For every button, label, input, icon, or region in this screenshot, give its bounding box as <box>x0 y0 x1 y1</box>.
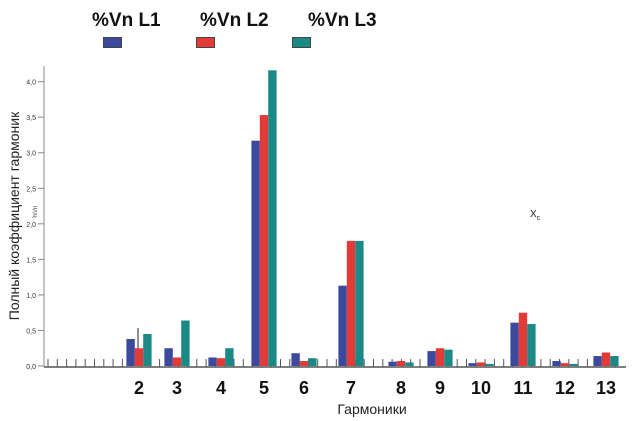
x-tick-label-5: 5 <box>259 378 269 398</box>
y-tick-label: 0,5 <box>26 328 36 335</box>
bar-l1-h5 <box>251 140 260 366</box>
legend-swatch-l1 <box>103 37 122 48</box>
legend-l2: %Vn L2 <box>200 10 269 31</box>
x-tick-label-7: 7 <box>346 378 356 398</box>
bar-l2-h2 <box>134 348 144 366</box>
bar-l2-h10 <box>476 362 486 366</box>
legend-l3: %Vn L3 <box>308 10 377 31</box>
bar-l1-h10 <box>468 363 477 366</box>
bar-l1-h11 <box>510 322 519 366</box>
bar-l1-h9 <box>427 351 436 366</box>
legend-swatch-l2 <box>196 37 215 48</box>
bar-l1-h13 <box>593 356 602 366</box>
x-tick-label-2: 2 <box>134 378 144 398</box>
bar-l2-h9 <box>435 348 445 366</box>
legend-swatch-l3 <box>292 37 311 48</box>
bar-l1-h7 <box>338 285 347 366</box>
y-tick-label: 4,0 <box>26 80 36 87</box>
bar-l1-h6 <box>291 353 300 366</box>
bar-l3-h3 <box>181 320 190 366</box>
bar-l3-h2 <box>143 334 152 366</box>
y-tick-label: 1,5 <box>26 257 36 264</box>
bar-l2-h6 <box>299 361 309 366</box>
bar-l1-h8 <box>388 361 397 366</box>
y-tick-label: 3,0 <box>26 151 36 158</box>
bar-l3-h11 <box>527 324 536 366</box>
bar-l2-h11 <box>518 312 528 366</box>
y-tick-label: 3,5 <box>26 115 36 122</box>
annotation-xc: Xc <box>530 209 541 222</box>
bar-l3-h5 <box>268 70 277 366</box>
y-axis-label: Полный коэффициент гармоник <box>6 111 22 320</box>
x-tick-label-8: 8 <box>396 378 406 398</box>
y-axis-unit-label: %Vn <box>33 206 39 219</box>
y-tick-label: 2,0 <box>26 222 36 229</box>
bar-l3-h13 <box>610 356 619 366</box>
bar-l3-h12 <box>569 363 578 366</box>
bar-l3-h4 <box>225 348 234 366</box>
bar-l2-h13 <box>601 352 611 366</box>
x-axis-label: Гармоники <box>337 401 406 417</box>
x-tick-label-4: 4 <box>216 378 226 398</box>
x-tick-label-11: 11 <box>513 378 532 398</box>
x-tick-label-10: 10 <box>471 378 491 398</box>
y-tick-label: 1,0 <box>26 293 36 300</box>
x-tick-label-6: 6 <box>299 378 309 398</box>
x-tick-label-9: 9 <box>435 378 445 398</box>
bar-l2-h3 <box>172 357 182 366</box>
x-tick-label-13: 13 <box>596 378 616 398</box>
bar-l3-h8 <box>405 362 414 366</box>
bar-l2-h4 <box>216 358 226 366</box>
bar-l1-h4 <box>208 357 217 366</box>
y-tick-label: 0,0 <box>26 364 36 371</box>
bar-l3-h6 <box>308 358 317 366</box>
bar-l3-h7 <box>355 240 364 366</box>
x-tick-label-3: 3 <box>172 378 182 398</box>
bar-l1-h2 <box>126 338 135 366</box>
bar-l1-h12 <box>552 361 561 366</box>
legend-l1: %Vn L1 <box>92 10 161 31</box>
bar-l2-h12 <box>560 363 570 366</box>
y-tick-label: 2,5 <box>26 186 36 193</box>
bar-l3-h10 <box>485 363 494 366</box>
bar-l2-h5 <box>259 115 269 366</box>
bar-l2-h8 <box>396 361 406 366</box>
bar-l3-h9 <box>444 349 453 366</box>
x-tick-label-12: 12 <box>555 378 575 398</box>
bar-l2-h7 <box>346 240 356 366</box>
bar-l1-h3 <box>164 348 173 366</box>
